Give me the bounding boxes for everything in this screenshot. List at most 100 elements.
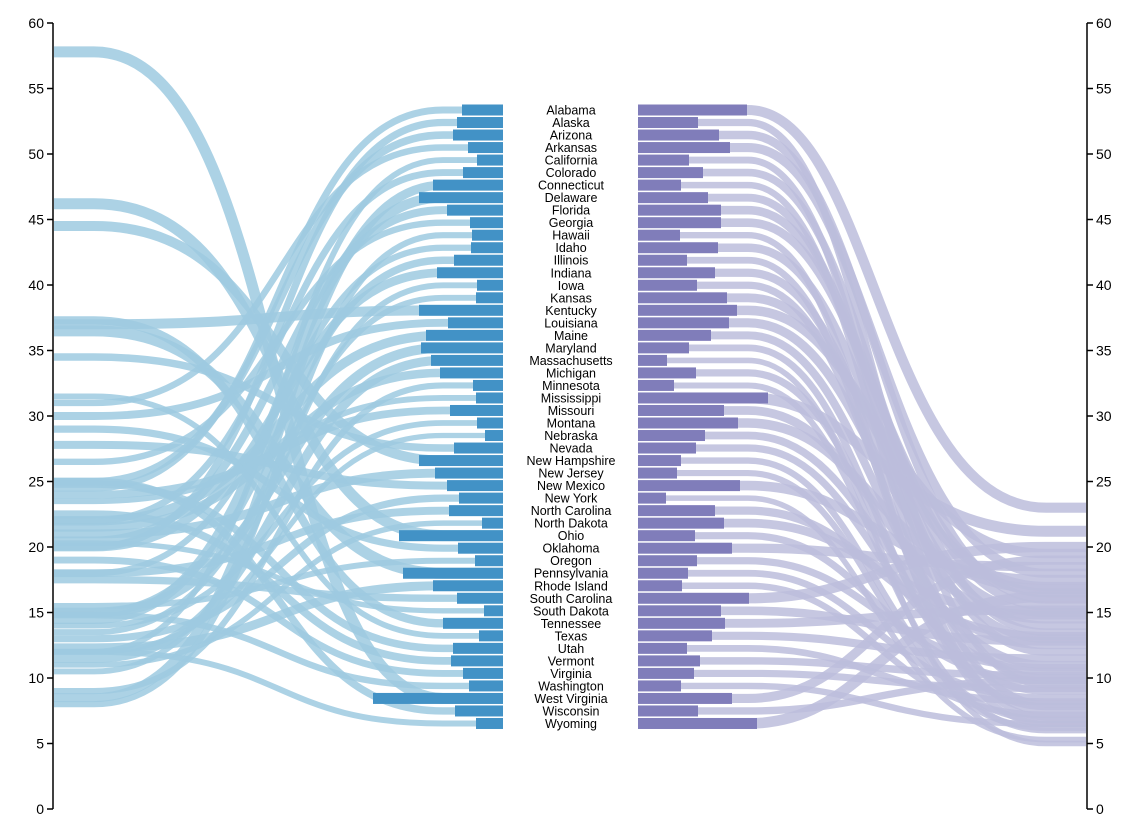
state-label: Iowa bbox=[558, 279, 584, 293]
right-axis-tick: 10 bbox=[1087, 670, 1112, 686]
right-bar bbox=[638, 167, 703, 179]
state-label: Florida bbox=[552, 204, 590, 218]
right-bar bbox=[638, 254, 687, 266]
right-bar bbox=[638, 555, 697, 567]
left-ribbon bbox=[54, 305, 503, 330]
right-bar bbox=[638, 492, 666, 504]
left-bar bbox=[440, 367, 503, 379]
left-ribbon bbox=[54, 46, 503, 704]
state-label: Georgia bbox=[549, 216, 594, 230]
left-ribbon bbox=[54, 393, 503, 639]
left-bar bbox=[457, 117, 503, 129]
right-bar bbox=[638, 154, 689, 166]
left-bar bbox=[435, 467, 503, 479]
left-ribbon bbox=[54, 221, 503, 466]
state-label: New Mexico bbox=[537, 479, 605, 493]
state-label: Arizona bbox=[550, 129, 592, 143]
left-bar bbox=[454, 254, 503, 266]
right-axis-tick-label: 45 bbox=[1096, 212, 1112, 228]
left-axis-tick-label: 40 bbox=[28, 277, 44, 293]
left-bar bbox=[453, 129, 503, 141]
left-bar bbox=[459, 492, 503, 504]
left-axis-tick: 30 bbox=[28, 408, 53, 424]
right-bar bbox=[638, 642, 687, 654]
left-bar bbox=[468, 142, 503, 154]
left-bar bbox=[476, 292, 503, 304]
state-label: Maryland bbox=[545, 341, 596, 355]
left-ribbons bbox=[54, 46, 503, 727]
state-label: Vermont bbox=[548, 654, 595, 668]
left-axis-tick-label: 25 bbox=[28, 474, 44, 490]
right-axis-tick: 45 bbox=[1087, 212, 1112, 228]
left-bar bbox=[419, 304, 503, 316]
right-bar bbox=[638, 404, 724, 416]
right-ribbon bbox=[638, 591, 1086, 729]
left-bar bbox=[473, 379, 503, 391]
right-bar bbox=[638, 142, 730, 154]
left-ribbon bbox=[54, 425, 503, 552]
right-bar bbox=[638, 229, 680, 241]
right-ribbon bbox=[638, 669, 1086, 693]
left-axis-tick: 50 bbox=[28, 146, 53, 162]
left-axis-tick-label: 30 bbox=[28, 408, 44, 424]
state-label: Montana bbox=[547, 417, 596, 431]
left-bar bbox=[469, 680, 503, 692]
left-axis-tick-label: 20 bbox=[28, 539, 44, 555]
right-axis-tick: 60 bbox=[1087, 15, 1112, 31]
right-axis-tick-label: 5 bbox=[1096, 736, 1104, 752]
right-ribbon bbox=[638, 631, 1086, 663]
right-bar bbox=[638, 379, 674, 391]
right-ribbon bbox=[638, 143, 1086, 578]
right-axis-tick: 20 bbox=[1087, 539, 1112, 555]
right-bar bbox=[638, 617, 725, 629]
left-bar bbox=[482, 517, 503, 529]
right-axis-tick-label: 0 bbox=[1096, 801, 1104, 817]
right-ribbon bbox=[638, 541, 1086, 604]
state-label: Mississippi bbox=[541, 391, 601, 405]
right-bar bbox=[638, 655, 700, 667]
right-bar bbox=[638, 304, 737, 316]
left-bar bbox=[403, 567, 503, 579]
right-axis-tick-label: 40 bbox=[1096, 277, 1112, 293]
left-ribbon bbox=[54, 556, 503, 677]
right-bar bbox=[638, 104, 747, 116]
right-bar bbox=[638, 192, 708, 204]
right-bar bbox=[638, 542, 732, 554]
left-axis-tick: 25 bbox=[28, 474, 53, 490]
right-axis-tick: 55 bbox=[1087, 81, 1112, 97]
left-axis-tick: 10 bbox=[28, 670, 53, 686]
left-ribbon bbox=[54, 510, 503, 665]
state-label: Oklahoma bbox=[543, 542, 600, 556]
right-bar bbox=[638, 329, 711, 341]
right-bar bbox=[638, 580, 682, 592]
state-label: Kansas bbox=[550, 291, 592, 305]
right-bar bbox=[638, 267, 715, 279]
left-axis-tick: 55 bbox=[28, 81, 53, 97]
left-bar bbox=[447, 480, 503, 492]
left-bar bbox=[479, 630, 503, 642]
left-ribbon bbox=[54, 106, 503, 492]
left-axis-tick-label: 60 bbox=[28, 15, 44, 31]
left-axis-tick-label: 45 bbox=[28, 212, 44, 228]
left-axis-tick: 35 bbox=[28, 343, 53, 359]
right-axis-tick-label: 35 bbox=[1096, 343, 1112, 359]
right-bar bbox=[638, 392, 768, 404]
left-axis-tick-label: 10 bbox=[28, 670, 44, 686]
left-bar bbox=[419, 192, 503, 204]
left-bar bbox=[462, 104, 503, 116]
left-axis-tick: 20 bbox=[28, 539, 53, 555]
state-label: Washington bbox=[538, 679, 604, 693]
left-bar bbox=[453, 642, 503, 654]
right-bar bbox=[638, 705, 698, 717]
right-y-axis: 0 5 10 15 20 25 30 35 40 45 50 55 60 bbox=[1086, 15, 1112, 817]
left-bar bbox=[437, 267, 503, 279]
left-ribbon bbox=[54, 325, 503, 579]
left-bar bbox=[433, 179, 503, 191]
right-bar bbox=[638, 430, 705, 442]
right-axis-tick-label: 20 bbox=[1096, 539, 1112, 555]
state-label: Wisconsin bbox=[543, 704, 600, 718]
left-bars bbox=[373, 104, 503, 729]
right-bar bbox=[638, 480, 740, 492]
right-bar bbox=[638, 279, 697, 291]
right-bar bbox=[638, 442, 696, 454]
